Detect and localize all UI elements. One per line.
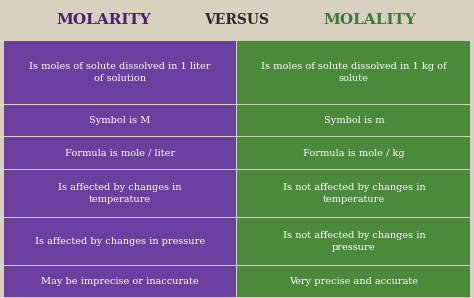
Text: Is not affected by changes in
pressure: Is not affected by changes in pressure <box>283 231 425 252</box>
Text: Is moles of solute dissolved in 1 kg of
solute: Is moles of solute dissolved in 1 kg of … <box>261 62 447 83</box>
Text: Is moles of solute dissolved in 1 liter
of solution: Is moles of solute dissolved in 1 liter … <box>29 62 210 83</box>
Text: MOLALITY: MOLALITY <box>323 13 416 27</box>
FancyBboxPatch shape <box>4 170 236 217</box>
Text: Symbol is m: Symbol is m <box>324 116 384 125</box>
Text: Very precise and accurate: Very precise and accurate <box>289 277 419 286</box>
Text: VERSUS: VERSUS <box>204 13 270 27</box>
FancyBboxPatch shape <box>4 137 236 169</box>
FancyBboxPatch shape <box>4 105 236 136</box>
FancyBboxPatch shape <box>4 266 236 297</box>
Text: Symbol is M: Symbol is M <box>89 116 150 125</box>
Text: Is not affected by changes in
temperature: Is not affected by changes in temperatur… <box>283 183 425 204</box>
FancyBboxPatch shape <box>237 170 470 217</box>
Text: Is affected by changes in
temperature: Is affected by changes in temperature <box>58 183 182 204</box>
FancyBboxPatch shape <box>4 218 236 265</box>
Text: MOLARITY: MOLARITY <box>57 13 152 27</box>
FancyBboxPatch shape <box>237 137 470 169</box>
Text: Is affected by changes in pressure: Is affected by changes in pressure <box>35 237 205 246</box>
FancyBboxPatch shape <box>237 266 470 297</box>
Text: Formula is mole / liter: Formula is mole / liter <box>64 148 175 158</box>
FancyBboxPatch shape <box>237 105 470 136</box>
Text: May be imprecise or inaccurate: May be imprecise or inaccurate <box>41 277 199 286</box>
FancyBboxPatch shape <box>4 41 236 104</box>
FancyBboxPatch shape <box>237 41 470 104</box>
Text: Formula is mole / kg: Formula is mole / kg <box>303 148 405 158</box>
FancyBboxPatch shape <box>237 218 470 265</box>
